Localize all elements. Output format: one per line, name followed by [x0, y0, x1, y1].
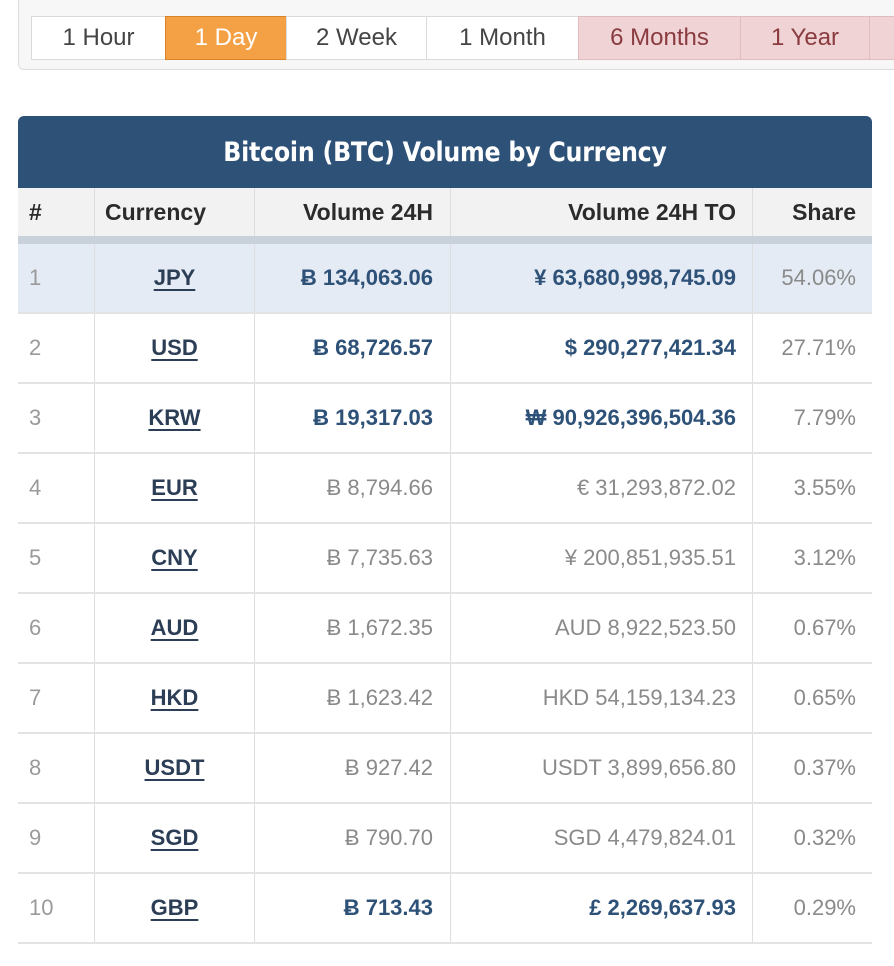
row-rank: 8 — [18, 734, 95, 802]
row-rank: 7 — [18, 664, 95, 732]
row-share: 3.55% — [793, 475, 856, 500]
row-share: 0.67% — [793, 615, 856, 640]
table-row[interactable]: 3 KRW Ƀ 19,317.03 ₩ 90,926,396,504.36 7.79% — [18, 384, 872, 454]
row-volume-24h: Ƀ 19,317.03 — [255, 384, 451, 452]
row-share: 27.71% — [781, 335, 856, 360]
row-currency-cell: JPY — [95, 244, 255, 312]
table-body: 1 JPY Ƀ 134,063.06 ¥ 63,680,998,745.09 54.06… — [18, 244, 872, 944]
currency-link[interactable]: JPY — [153, 265, 196, 290]
tab-1-month[interactable]: 1 Month — [426, 16, 579, 60]
table-title: Bitcoin (BTC) Volume by Currency — [18, 116, 872, 188]
row-volume-24h: Ƀ 134,063.06 — [255, 244, 451, 312]
row-volume-24h-to: ¥ 200,851,935.51 — [451, 524, 753, 592]
row-rank: 10 — [18, 874, 95, 942]
row-volume-24h: Ƀ 1,623.42 — [255, 664, 451, 732]
currency-link[interactable]: EUR — [151, 475, 198, 500]
currency-link[interactable]: USDT — [144, 755, 205, 780]
row-currency-cell: KRW — [95, 384, 255, 452]
time-range-tabs: 1 Hour 1 Day 2 Week 1 Month 6 Months 1 Y… — [31, 16, 894, 60]
tab-2-week[interactable]: 2 Week — [286, 16, 427, 60]
tab-1-hour[interactable]: 1 Hour — [31, 16, 166, 60]
tab-more[interactable] — [869, 16, 894, 60]
header-rank: # — [18, 188, 95, 236]
row-volume-24h-to: SGD 4,479,824.01 — [451, 804, 753, 872]
header-volume-24h: Volume 24H — [255, 188, 451, 236]
currency-link[interactable]: AUD — [150, 615, 199, 640]
row-share: 0.29% — [793, 895, 856, 920]
table-row[interactable]: 2 USD Ƀ 68,726.57 $ 290,277,421.34 27.71% — [18, 314, 872, 384]
currency-link[interactable]: HKD — [150, 685, 199, 710]
row-rank: 2 — [18, 314, 95, 382]
row-volume-24h-to: ₩ 90,926,396,504.36 — [451, 384, 753, 452]
table-row[interactable]: 9 SGD Ƀ 790.70 SGD 4,479,824.01 0.32% — [18, 804, 872, 874]
table-row[interactable]: 6 AUD Ƀ 1,672.35 AUD 8,922,523.50 0.67% — [18, 594, 872, 664]
row-currency-cell: AUD — [95, 594, 255, 662]
row-rank: 5 — [18, 524, 95, 592]
row-share: 0.37% — [793, 755, 856, 780]
row-rank: 3 — [18, 384, 95, 452]
table-row[interactable]: 10 GBP Ƀ 713.43 £ 2,269,637.93 0.29% — [18, 874, 872, 944]
table-row[interactable]: 4 EUR Ƀ 8,794.66 € 31,293,872.02 3.55% — [18, 454, 872, 524]
row-share: 0.65% — [793, 685, 856, 710]
row-currency-cell: USDT — [95, 734, 255, 802]
row-share: 0.32% — [793, 825, 856, 850]
row-rank: 9 — [18, 804, 95, 872]
volume-by-currency-table: Bitcoin (BTC) Volume by Currency # Curre… — [18, 116, 872, 944]
currency-link[interactable]: CNY — [151, 545, 198, 570]
row-currency-cell: EUR — [95, 454, 255, 522]
time-range-selector: 1 Hour 1 Day 2 Week 1 Month 6 Months 1 Y… — [18, 0, 894, 70]
row-volume-24h-to: € 31,293,872.02 — [451, 454, 753, 522]
row-share: 54.06% — [781, 265, 856, 290]
row-volume-24h-to: HKD 54,159,134.23 — [451, 664, 753, 732]
table-title-text: Bitcoin (BTC) Volume by Currency — [223, 136, 667, 168]
table-row[interactable]: 1 JPY Ƀ 134,063.06 ¥ 63,680,998,745.09 54.06… — [18, 244, 872, 314]
table-row[interactable]: 8 USDT Ƀ 927.42 USDT 3,899,656.80 0.37% — [18, 734, 872, 804]
currency-link[interactable]: GBP — [150, 895, 199, 920]
row-volume-24h-to: $ 290,277,421.34 — [451, 314, 753, 382]
row-rank: 1 — [18, 244, 95, 312]
row-currency-cell: USD — [95, 314, 255, 382]
row-volume-24h: Ƀ 790.70 — [255, 804, 451, 872]
currency-link[interactable]: USD — [151, 335, 198, 360]
row-share: 3.12% — [793, 545, 856, 570]
row-volume-24h-to: £ 2,269,637.93 — [451, 874, 753, 942]
currency-link[interactable]: SGD — [150, 825, 199, 850]
table-row[interactable]: 7 HKD Ƀ 1,623.42 HKD 54,159,134.23 0.65% — [18, 664, 872, 734]
row-volume-24h: Ƀ 1,672.35 — [255, 594, 451, 662]
row-rank: 4 — [18, 454, 95, 522]
row-volume-24h-to: USDT 3,899,656.80 — [451, 734, 753, 802]
row-volume-24h-to: AUD 8,922,523.50 — [451, 594, 753, 662]
row-share: 7.79% — [793, 405, 856, 430]
row-volume-24h: Ƀ 8,794.66 — [255, 454, 451, 522]
row-rank: 6 — [18, 594, 95, 662]
row-volume-24h: Ƀ 927.42 — [255, 734, 451, 802]
row-currency-cell: CNY — [95, 524, 255, 592]
tab-1-year[interactable]: 1 Year — [740, 16, 870, 60]
tab-6-months[interactable]: 6 Months — [578, 16, 741, 60]
header-share: Share — [792, 198, 856, 225]
currency-link[interactable]: KRW — [148, 405, 201, 430]
row-volume-24h: Ƀ 7,735.63 — [255, 524, 451, 592]
row-volume-24h: Ƀ 713.43 — [255, 874, 451, 942]
header-volume-24h-to: Volume 24H TO — [451, 188, 753, 236]
row-currency-cell: HKD — [95, 664, 255, 732]
row-currency-cell: GBP — [95, 874, 255, 942]
header-currency: Currency — [95, 188, 255, 236]
row-volume-24h: Ƀ 68,726.57 — [255, 314, 451, 382]
row-currency-cell: SGD — [95, 804, 255, 872]
table-header-row: # Currency Volume 24H Volume 24H TO Shar… — [18, 188, 872, 244]
table-row[interactable]: 5 CNY Ƀ 7,735.63 ¥ 200,851,935.51 3.12% — [18, 524, 872, 594]
row-volume-24h-to: ¥ 63,680,998,745.09 — [451, 244, 753, 312]
tab-1-day[interactable]: 1 Day — [165, 16, 287, 60]
